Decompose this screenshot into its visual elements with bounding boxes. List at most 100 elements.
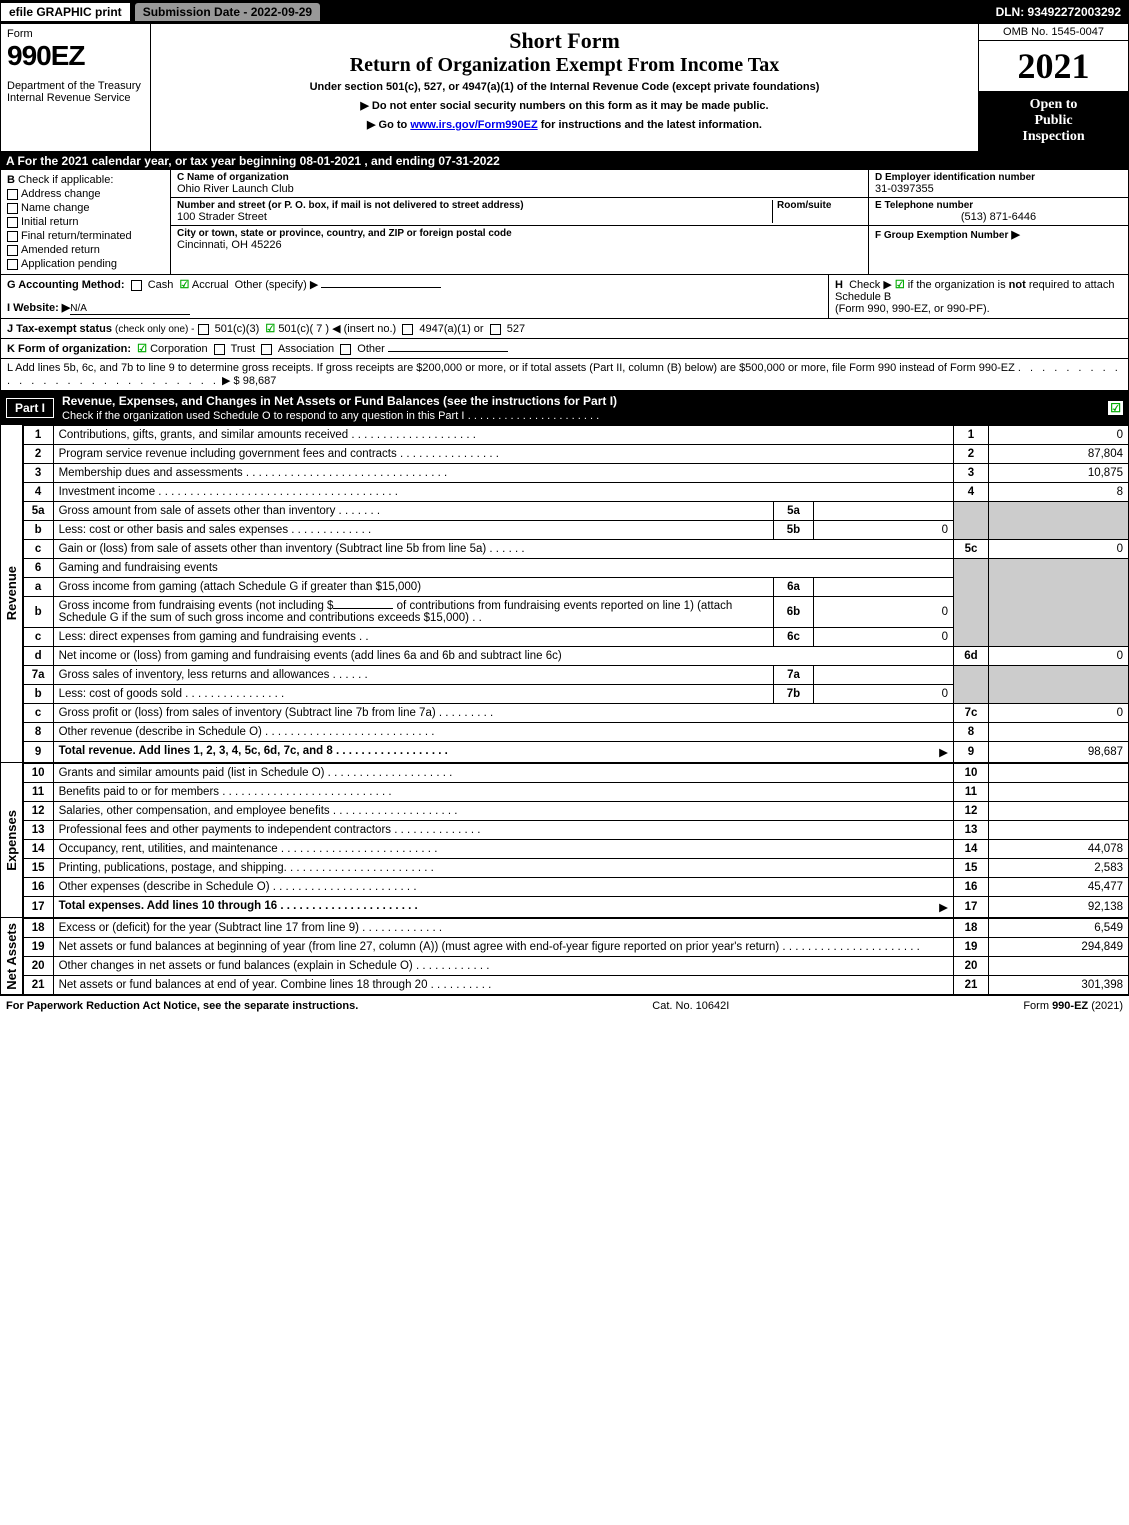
cat-no: Cat. No. 10642I [652, 1000, 729, 1012]
header-right: OMB No. 1545-0047 2021 Open to Public In… [978, 24, 1128, 151]
side-netassets: Net Assets [1, 918, 23, 995]
opt-name-change: Name change [7, 202, 164, 214]
h-text2: if the organization is [908, 279, 1009, 291]
checkbox-icon[interactable] [7, 217, 18, 228]
l-text: L Add lines 5b, 6c, and 7b to line 9 to … [7, 362, 1015, 374]
opt-address-change: Address change [7, 188, 164, 200]
table-row: 1Contributions, gifts, grants, and simil… [23, 426, 1128, 445]
line-i: I Website: ▶N/A [7, 301, 822, 315]
part-check-text: Check if the organization used Schedule … [62, 410, 464, 422]
line-g: G Accounting Method: Cash ☑ Accrual Othe… [1, 275, 828, 318]
table-row: 7aGross sales of inventory, less returns… [23, 666, 1128, 685]
checkbox-icon[interactable] [214, 344, 225, 355]
checkbox-icon[interactable] [7, 259, 18, 270]
h-not: not [1009, 279, 1026, 291]
j-4947: 4947(a)(1) or [419, 323, 483, 335]
omb-number: OMB No. 1545-0047 [979, 24, 1128, 41]
checkbox-icon[interactable] [261, 344, 272, 355]
table-row: cGross profit or (loss) from sales of in… [23, 704, 1128, 723]
revenue-block: Revenue 1Contributions, gifts, grants, a… [0, 425, 1129, 763]
other-input[interactable] [321, 287, 441, 288]
other-label: Other (specify) ▶ [235, 279, 319, 291]
opt-label: Initial return [21, 216, 78, 228]
table-row: 4Investment income . . . . . . . . . . .… [23, 483, 1128, 502]
j-label: J Tax-exempt status [7, 323, 112, 335]
d-label: D Employer identification number [875, 172, 1122, 183]
page-footer: For Paperwork Reduction Act Notice, see … [0, 995, 1129, 1016]
form-label: Form [7, 28, 144, 40]
b-label: B [7, 174, 15, 186]
checkbox-icon[interactable] [340, 344, 351, 355]
k-trust: Trust [231, 343, 256, 355]
netassets-table: 18Excess or (deficit) for the year (Subt… [23, 918, 1129, 995]
part-label: Part I [6, 398, 54, 418]
arrow-icon: ▶ [1011, 229, 1019, 241]
top-bar: efile GRAPHIC print Submission Date - 20… [0, 0, 1129, 24]
checkbox-icon[interactable] [131, 280, 142, 291]
table-row: 10Grants and similar amounts paid (list … [23, 764, 1128, 783]
open1: Open to [983, 97, 1124, 113]
paperwork-notice: For Paperwork Reduction Act Notice, see … [6, 1000, 358, 1012]
k-corp: Corporation [150, 343, 207, 355]
checkbox-icon[interactable] [402, 324, 413, 335]
arrow-icon: ▶ [939, 900, 948, 914]
table-row: 14Occupancy, rent, utilities, and mainte… [23, 840, 1128, 859]
j-501c7: 501(c)( 7 ) ◀ (insert no.) [278, 323, 396, 335]
netassets-block: Net Assets 18Excess or (deficit) for the… [0, 918, 1129, 995]
ein: 31-0397355 [875, 183, 1122, 195]
header-center: Short Form Return of Organization Exempt… [151, 24, 978, 151]
table-row: 15Printing, publications, postage, and s… [23, 859, 1128, 878]
part-check-dots: . . . . . . . . . . . . . . . . . . . . … [468, 410, 599, 422]
city-row: City or town, state or province, country… [171, 226, 868, 274]
tax-year: 2021 [979, 41, 1128, 91]
line-g-h: G Accounting Method: Cash ☑ Accrual Othe… [0, 275, 1129, 319]
k-other: Other [357, 343, 385, 355]
checkbox-icon[interactable] [7, 245, 18, 256]
cash-label: Cash [148, 279, 174, 291]
accrual-label: Accrual [192, 279, 229, 291]
e-row: E Telephone number (513) 871-6446 [869, 198, 1128, 226]
checkbox-icon[interactable] [7, 231, 18, 242]
expenses-block: Expenses 10Grants and similar amounts pa… [0, 763, 1129, 918]
table-row: 21Net assets or fund balances at end of … [23, 976, 1128, 995]
open-public: Open to Public Inspection [979, 91, 1128, 151]
city-label: City or town, state or province, country… [177, 228, 512, 239]
line-h: H Check ▶ ☑ if the organization is not r… [828, 275, 1128, 318]
section-a: A For the 2021 calendar year, or tax yea… [0, 152, 1129, 170]
table-row: 9Total revenue. Add lines 1, 2, 3, 4, 5c… [23, 742, 1128, 763]
opt-label: Application pending [21, 258, 117, 270]
table-row: 16Other expenses (describe in Schedule O… [23, 878, 1128, 897]
side-revenue: Revenue [1, 425, 23, 763]
checkbox-icon[interactable] [198, 324, 209, 335]
k-other-input[interactable] [388, 351, 508, 352]
r6b-input[interactable] [333, 608, 393, 609]
table-row: 18Excess or (deficit) for the year (Subt… [23, 919, 1128, 938]
opt-label: Final return/terminated [21, 230, 132, 242]
opt-label: Name change [21, 202, 90, 214]
check-icon: ☑ [137, 343, 147, 355]
d-row: D Employer identification number 31-0397… [869, 170, 1128, 198]
k-label: K Form of organization: [7, 343, 131, 355]
opt-label: Address change [21, 188, 101, 200]
org-name-row: C Name of organization Ohio River Launch… [171, 170, 868, 198]
opt-label: Amended return [21, 244, 100, 256]
opt-initial-return: Initial return [7, 216, 164, 228]
e-label: E Telephone number [875, 200, 1122, 211]
phone: (513) 871-6446 [875, 211, 1122, 223]
form-number: 990EZ [7, 40, 144, 72]
irs-link[interactable]: www.irs.gov/Form990EZ [410, 119, 537, 131]
line-k: K Form of organization: ☑ Corporation Tr… [0, 339, 1129, 359]
part-title: Revenue, Expenses, and Changes in Net As… [62, 394, 617, 408]
r17-desc: Total expenses. Add lines 10 through 16 … [59, 900, 418, 912]
checkbox-icon[interactable] [490, 324, 501, 335]
j-sub: (check only one) - [115, 324, 194, 335]
form-ref-pre: Form [1023, 1000, 1052, 1012]
checkbox-icon[interactable] [7, 189, 18, 200]
efile-badge: efile GRAPHIC print [0, 2, 131, 22]
arrow-icon: ▶ [939, 745, 948, 759]
check-icon: ☑ [1108, 401, 1123, 415]
section-def: D Employer identification number 31-0397… [868, 170, 1128, 274]
part-1-header: Part I Revenue, Expenses, and Changes in… [0, 391, 1129, 425]
checkbox-icon[interactable] [7, 203, 18, 214]
table-row: 3Membership dues and assessments . . . .… [23, 464, 1128, 483]
